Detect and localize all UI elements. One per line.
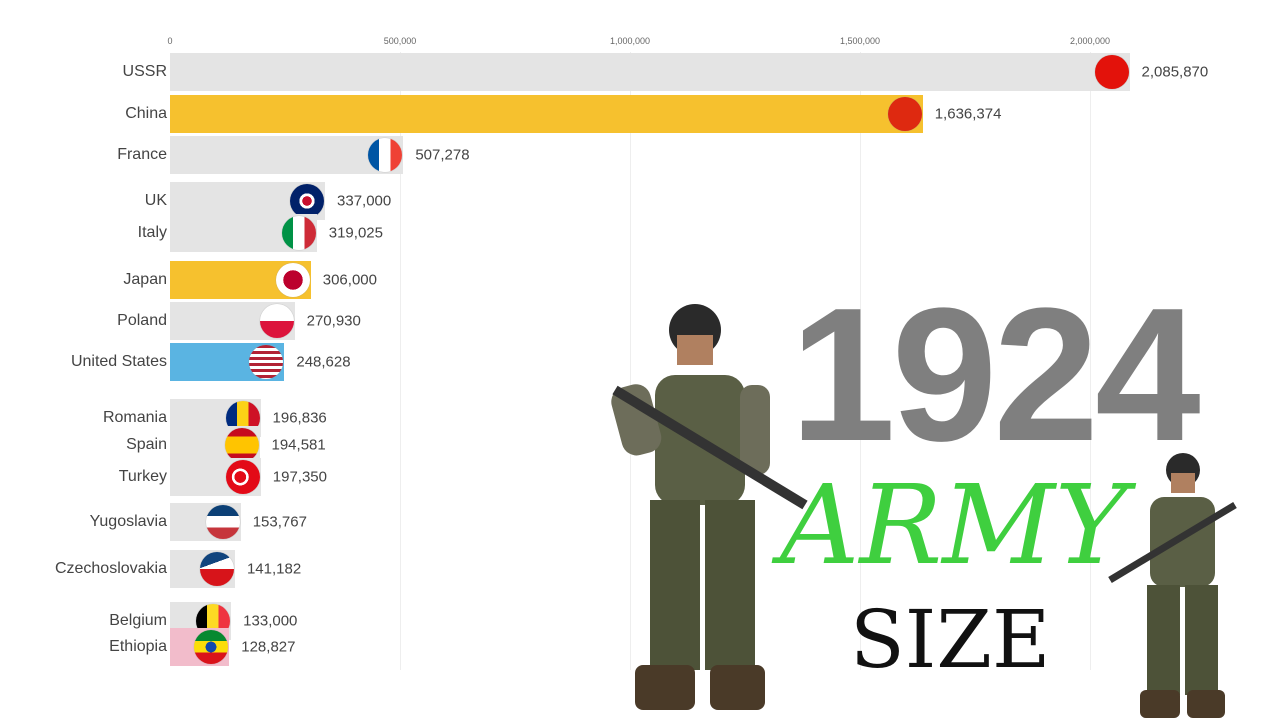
bar-france	[170, 136, 404, 174]
category-label: USSR	[122, 63, 167, 80]
army-title: ARMY	[780, 461, 1128, 589]
china-flag-icon	[887, 97, 922, 131]
japan-flag-icon	[275, 263, 310, 297]
value-label: 306,000	[322, 271, 377, 289]
value-label: 248,628	[296, 353, 351, 371]
value-label: 319,025	[328, 224, 383, 242]
bar-china	[170, 95, 923, 133]
value-label: 133,000	[243, 612, 298, 630]
yugoslavia-flag-icon	[205, 505, 240, 539]
category-label: Turkey	[118, 468, 167, 485]
uk-flag-icon	[290, 184, 325, 218]
usa-flag-icon	[249, 345, 284, 379]
ussr-flag-icon	[1094, 55, 1129, 89]
gridline	[860, 52, 861, 670]
bar-ussr	[170, 53, 1130, 91]
category-label: Poland	[117, 312, 167, 329]
ethiopia-flag-icon	[194, 630, 229, 664]
category-label: China	[125, 105, 167, 122]
category-label: Spain	[126, 436, 167, 453]
value-label: 197,350	[272, 468, 327, 486]
category-label: Czechoslovakia	[54, 560, 167, 577]
category-label: Japan	[123, 271, 167, 288]
value-label: 196,836	[272, 409, 327, 427]
value-label: 1,636,374	[934, 105, 1002, 123]
category-label: United States	[70, 353, 167, 370]
gridline	[630, 52, 631, 670]
category-label: Yugoslavia	[89, 513, 167, 530]
value-label: 194,581	[271, 436, 326, 454]
category-label: Italy	[137, 224, 167, 241]
x-tick-label: 1,000,000	[609, 36, 651, 46]
value-label: 2,085,870	[1141, 63, 1209, 81]
x-tick-label: 1,500,000	[839, 36, 881, 46]
soldier-illustration-small	[1108, 453, 1237, 718]
italy-flag-icon	[281, 216, 316, 250]
category-label: France	[117, 146, 167, 163]
category-label: UK	[144, 192, 167, 209]
value-label: 128,827	[241, 638, 296, 656]
value-label: 141,182	[246, 560, 302, 578]
soldier-illustration-large	[611, 304, 808, 710]
czechoslovakia-flag-icon	[199, 552, 234, 586]
x-tick-label: 2,000,000	[1069, 36, 1111, 46]
x-tick-label: 0	[167, 36, 173, 46]
category-label: Belgium	[109, 612, 167, 629]
spain-flag-icon	[224, 428, 259, 462]
gridline	[400, 52, 401, 670]
gridline	[1090, 52, 1091, 670]
value-label: 337,000	[337, 192, 392, 210]
size-title: SIZE	[850, 593, 1051, 686]
year-label: 1924	[790, 269, 1201, 481]
category-label: Romania	[102, 409, 167, 426]
poland-flag-icon	[259, 304, 294, 338]
category-label: Ethiopia	[109, 638, 167, 655]
value-label: 153,767	[252, 513, 307, 531]
value-label: 507,278	[415, 146, 470, 164]
value-label: 270,930	[306, 312, 361, 330]
turkey-flag-icon	[225, 460, 260, 494]
france-flag-icon	[368, 138, 403, 172]
x-tick-label: 500,000	[383, 36, 417, 46]
